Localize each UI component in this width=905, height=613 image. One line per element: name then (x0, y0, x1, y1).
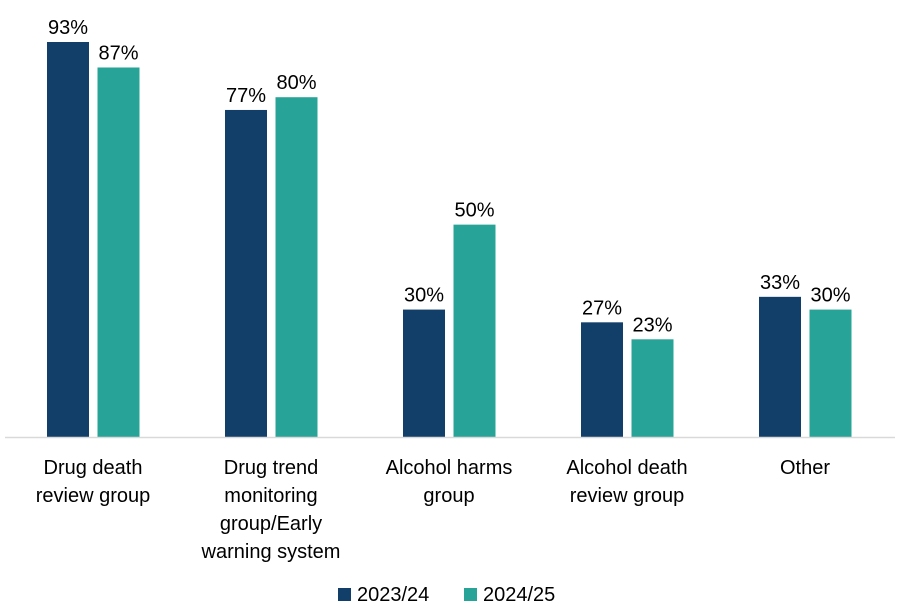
category-label: Drug trend (224, 457, 319, 479)
category-label: Alcohol harms (386, 457, 513, 479)
data-label: 30% (404, 285, 444, 307)
data-label: 30% (810, 285, 850, 307)
category-label: monitoring (224, 485, 317, 507)
category-label: review group (36, 485, 151, 507)
legend-label: 2023/24 (357, 584, 429, 606)
data-label: 33% (760, 272, 800, 294)
category-label: warning system (201, 541, 341, 563)
bar-2023-24 (47, 42, 89, 437)
data-label: 93% (48, 17, 88, 39)
bar-2024-25 (453, 224, 496, 437)
bar-2024-25 (809, 309, 852, 437)
data-label: 27% (582, 297, 622, 319)
bar-2023-24 (759, 296, 801, 437)
legend-swatch (338, 588, 351, 601)
data-label: 23% (632, 314, 672, 336)
category-label: Alcohol death (566, 457, 687, 479)
data-label: 50% (454, 200, 494, 222)
legend-label: 2024/25 (483, 584, 555, 606)
bar-2023-24 (225, 109, 267, 438)
category-label: Other (780, 457, 830, 479)
data-label: 80% (276, 72, 316, 94)
legend-swatch (464, 588, 477, 601)
bar-2024-25 (97, 67, 140, 437)
category-label: review group (570, 485, 685, 507)
bar-2024-25 (275, 97, 318, 437)
bar-2024-25 (631, 339, 674, 437)
category-label: Drug death (44, 457, 143, 479)
data-label: 77% (226, 85, 266, 107)
bar-2023-24 (403, 309, 445, 437)
bar-2023-24 (581, 322, 623, 437)
category-label: group/Early (220, 513, 322, 535)
category-label: group (423, 485, 474, 507)
data-label: 87% (98, 42, 138, 64)
